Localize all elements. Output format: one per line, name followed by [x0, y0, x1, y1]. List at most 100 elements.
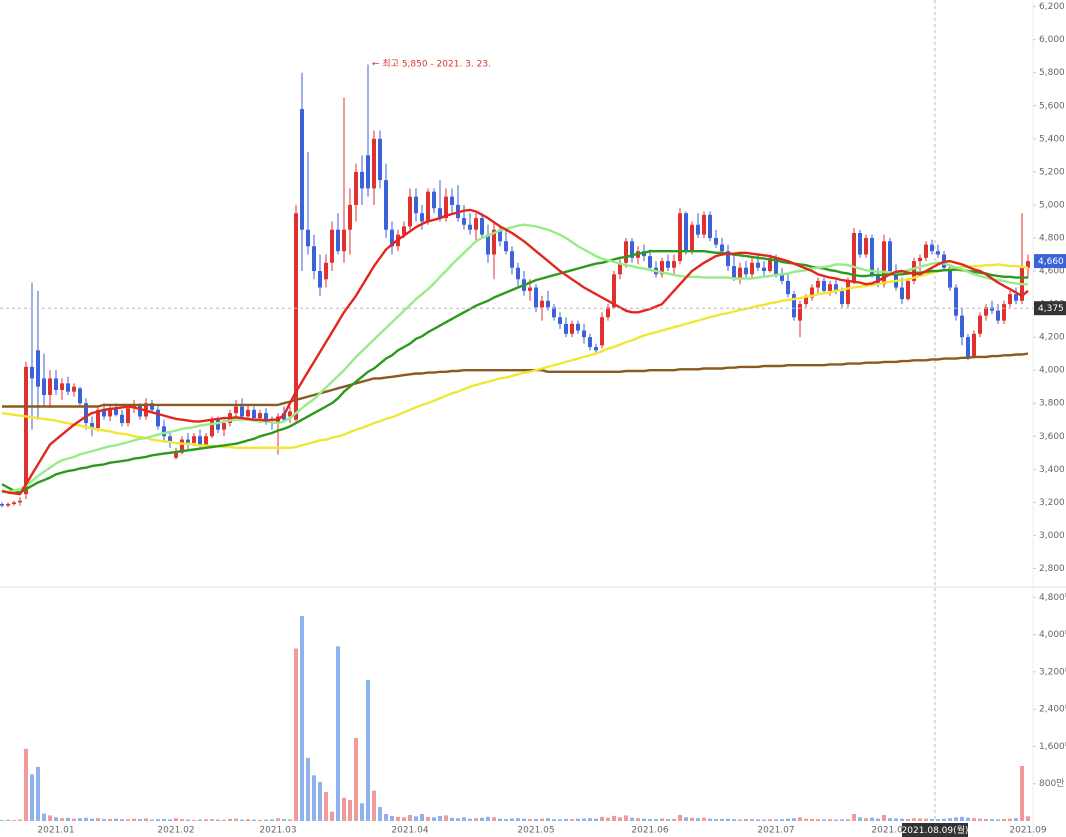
candle-body	[960, 315, 964, 338]
volume-bar	[894, 818, 898, 821]
candle-body	[258, 413, 262, 419]
volume-bar	[228, 818, 232, 821]
volume-bar	[588, 818, 592, 821]
candle-body	[702, 214, 706, 235]
volume-bar	[480, 817, 484, 821]
volume-bar	[786, 818, 790, 821]
volume-bar	[66, 817, 70, 821]
x-tick-label: 2021.01	[37, 826, 74, 836]
volume-bar	[12, 820, 16, 821]
candle-body	[342, 229, 346, 252]
volume-bar	[960, 816, 964, 821]
candle-body	[18, 500, 22, 503]
volume-bar	[744, 819, 748, 821]
volume-bar	[582, 818, 586, 821]
volume-bar	[774, 819, 778, 821]
x-tick-label: 2021.04	[391, 826, 428, 836]
volume-bar	[102, 819, 106, 821]
volume-bar	[174, 818, 178, 821]
candle-body	[492, 229, 496, 255]
candle-body	[474, 218, 478, 230]
volume-bar	[570, 819, 574, 821]
volume-bar	[168, 819, 172, 821]
moving-average-line	[1, 263, 1029, 449]
candle-body	[726, 251, 730, 267]
volume-bar	[906, 818, 910, 821]
volume-bar	[552, 819, 556, 821]
volume-bar	[648, 818, 652, 821]
candle-body	[54, 378, 58, 390]
candle-body	[576, 323, 580, 331]
volume-bar	[318, 781, 322, 821]
volume-bar	[708, 818, 712, 821]
candle-body	[906, 280, 910, 300]
y-tick-label: 3,600	[1039, 432, 1065, 442]
x-tick-label: 2021.02	[157, 826, 194, 836]
candle-body	[684, 213, 688, 252]
volume-bar	[720, 818, 724, 821]
volume-bar	[396, 816, 400, 821]
volume-bar	[444, 815, 448, 821]
volume-bar	[690, 817, 694, 821]
volume-bar	[738, 819, 742, 821]
candle-body	[582, 330, 586, 338]
x-tick-label: 2021.08	[871, 826, 908, 836]
candle-body	[588, 337, 592, 348]
volume-bar	[660, 818, 664, 821]
volume-bar	[354, 738, 358, 821]
candle-body	[822, 280, 826, 291]
volume-bar	[240, 819, 244, 821]
volume-bar	[234, 818, 238, 821]
candle-body	[366, 155, 370, 189]
volume-bar	[984, 818, 988, 821]
volume-bar	[912, 818, 916, 821]
y-tick-label: 5,200	[1039, 167, 1065, 177]
volume-bar	[882, 814, 886, 821]
volume-bar	[852, 814, 856, 821]
candle-body	[954, 287, 958, 316]
y-tick-label: 5,800	[1039, 68, 1065, 78]
volume-bar	[750, 818, 754, 821]
volume-bar	[288, 819, 292, 821]
y-tick-label: 4,200	[1039, 333, 1065, 343]
volume-bar	[132, 818, 136, 821]
candle-body	[834, 284, 838, 291]
candle-body	[186, 439, 190, 443]
volume-bar	[6, 819, 10, 821]
volume-bar	[24, 748, 28, 821]
volume-bar	[498, 818, 502, 821]
candle-body	[894, 271, 898, 288]
volume-bar	[798, 817, 802, 821]
candle-body	[876, 274, 880, 285]
volume-bar	[630, 817, 634, 821]
candle-body	[1014, 294, 1018, 301]
volume-bar	[600, 816, 604, 821]
volume-bar	[714, 819, 718, 821]
crosshair-date-label: 2021.08.09(월)	[902, 824, 969, 836]
volume-bar	[558, 819, 562, 821]
candle-body	[294, 213, 298, 420]
volume-bar	[144, 818, 148, 821]
volume-bar	[222, 819, 226, 821]
volume-bar	[840, 819, 844, 821]
candle-body	[384, 180, 388, 230]
x-tick-label: 2021.07	[757, 826, 794, 836]
volume-bar	[978, 818, 982, 821]
volume-bar	[300, 615, 304, 821]
candle-body	[564, 323, 568, 334]
candle-body	[138, 404, 142, 417]
volume-bar	[858, 817, 862, 821]
candle-body	[798, 304, 802, 321]
volume-bar	[384, 814, 388, 821]
volume-bar	[336, 646, 340, 821]
candle-body	[66, 383, 70, 392]
volume-bar	[624, 815, 628, 821]
volume-bar	[108, 818, 112, 821]
volume-bar	[438, 815, 442, 821]
candle-body	[774, 257, 778, 275]
candle-body	[1008, 294, 1012, 305]
candle-body	[378, 138, 382, 181]
volume-bar	[450, 817, 454, 821]
candle-body	[42, 378, 46, 395]
